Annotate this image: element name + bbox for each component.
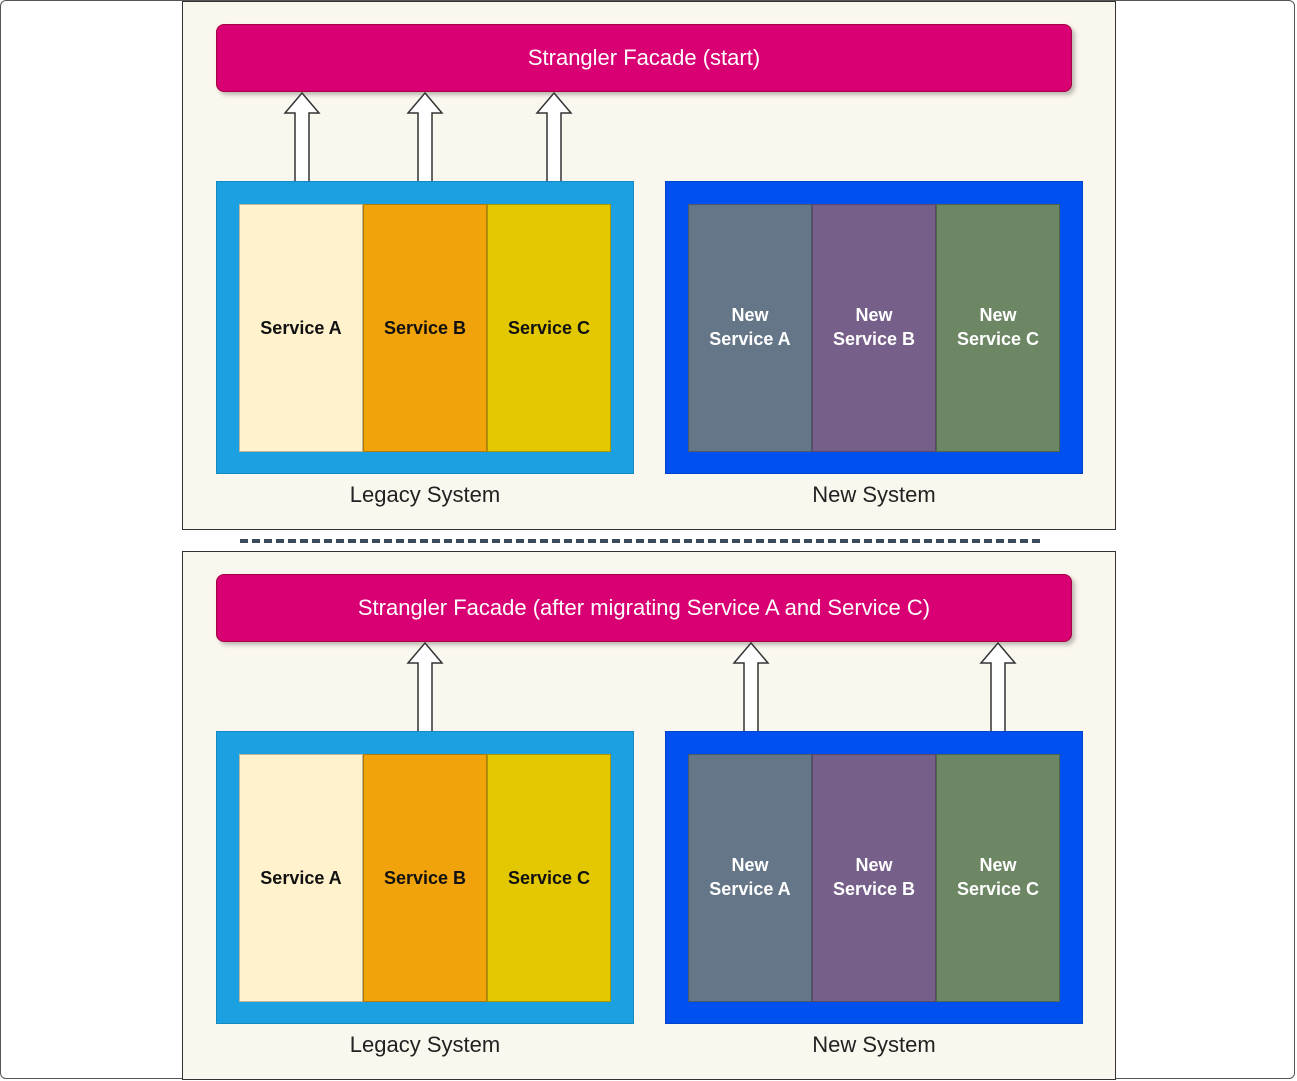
diagram-panel-start: Strangler Facade (start) Service A Servi… [182, 1, 1116, 530]
new-service-c: New Service C [936, 754, 1060, 1002]
legacy-service-b: Service B [363, 754, 487, 1002]
legacy-system-box: Service A Service B Service C [216, 181, 634, 474]
new-service-a: New Service A [688, 754, 812, 1002]
legacy-service-a: Service A [239, 204, 363, 452]
new-service-c: New Service C [936, 204, 1060, 452]
facade-label: Strangler Facade (start) [527, 45, 761, 70]
legacy-service-a: Service A [239, 754, 363, 1002]
legacy-system-box: Service A Service B Service C [216, 731, 634, 1024]
legacy-service-c: Service C [487, 754, 611, 1002]
strangler-facade-after-migration: Strangler Facade (after migrating Servic… [216, 574, 1072, 642]
legacy-system-label: Legacy System [349, 482, 501, 507]
new-system-label: New System [812, 1032, 936, 1057]
new-system-label: New System [812, 482, 936, 507]
legacy-service-b: Service B [363, 204, 487, 452]
new-service-b: New Service B [812, 204, 936, 452]
legacy-system-label: Legacy System [349, 1032, 501, 1057]
new-system-box: New Service A New Service B New Service C [665, 181, 1083, 474]
new-service-b: New Service B [812, 754, 936, 1002]
new-service-a: New Service A [688, 204, 812, 452]
strangler-facade-start: Strangler Facade (start) [216, 24, 1072, 92]
diagram-panel-after-migration: Strangler Facade (after migrating Servic… [182, 551, 1116, 1080]
facade-label: Strangler Facade (after migrating Servic… [357, 595, 931, 620]
legacy-service-c: Service C [487, 204, 611, 452]
new-system-box: New Service A New Service B New Service C [665, 731, 1083, 1024]
dashed-separator [240, 539, 1040, 547]
